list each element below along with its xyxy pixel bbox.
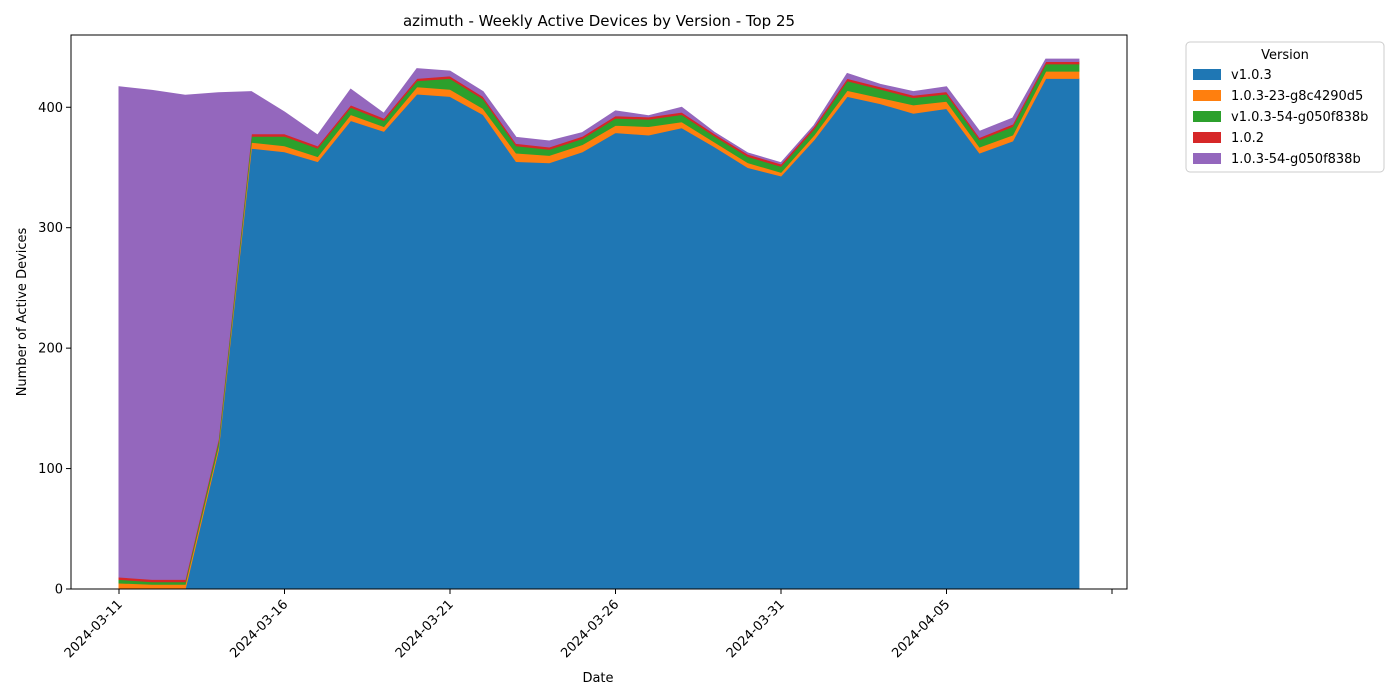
y-axis: 0 100 200 300 400	[38, 101, 71, 598]
legend-label: 1.0.3-23-g8c4290d5	[1231, 89, 1363, 104]
y-tick-label: 300	[38, 221, 63, 236]
legend-swatch	[1193, 111, 1221, 122]
legend-label: v1.0.3	[1231, 68, 1272, 83]
legend-swatch	[1193, 132, 1221, 143]
legend-title: Version	[1261, 48, 1309, 63]
y-tick-label: 0	[55, 583, 63, 598]
y-tick-label: 200	[38, 342, 63, 357]
legend-swatch	[1193, 69, 1221, 80]
legend: Version v1.0.3 1.0.3-23-g8c4290d5 v1.0.3-5…	[1185, 41, 1385, 173]
y-tick-label: 400	[38, 101, 63, 116]
series-area-0	[119, 77, 1080, 590]
series-area-4	[118, 58, 1080, 580]
plot-frame	[70, 34, 1128, 590]
legend-label: 1.0.3-54-g050f838b	[1231, 152, 1361, 167]
chart-title: azimuth - Weekly Active Devices by Versi…	[403, 12, 795, 30]
y-tick-label: 100	[38, 462, 63, 477]
legend-label: v1.0.3-54-g050f838b	[1231, 110, 1368, 125]
x-axis-label: Date	[582, 671, 613, 686]
legend-label: 1.0.2	[1231, 131, 1264, 146]
legend-swatch	[1193, 153, 1221, 164]
y-axis-label: Number of Active Devices	[15, 227, 30, 396]
legend-box	[1185, 41, 1385, 173]
legend-swatch	[1193, 90, 1221, 101]
series-areas	[118, 58, 1080, 590]
